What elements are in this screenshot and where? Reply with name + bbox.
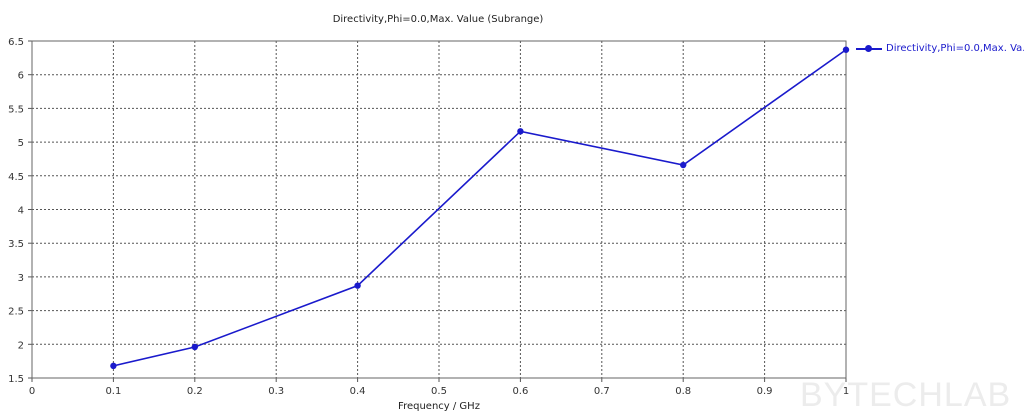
x-tick-label: 0.2 [187,386,203,397]
data-point[interactable] [354,282,361,289]
y-tick-label: 4.5 [8,172,24,183]
y-tick-label: 1.5 [8,374,24,385]
data-point[interactable] [842,46,850,53]
y-tick-label: 5 [18,138,24,149]
data-series [110,46,850,370]
data-point[interactable] [110,362,117,370]
legend[interactable]: Directivity,Phi=0.0,Max. Va... [856,43,1024,54]
x-tick-label: 0.3 [268,386,284,397]
x-tick-label: 0.7 [594,386,610,397]
data-point[interactable] [191,343,198,351]
x-tick-label: 0.1 [105,386,121,397]
y-tick-label: 6 [18,71,24,82]
x-tick-label: 0.4 [350,386,366,397]
x-axis-label: Frequency / GHz [398,401,480,412]
x-tick-label: 0 [29,386,35,397]
watermark: BYTECHLAB [800,376,1012,414]
legend-label: Directivity,Phi=0.0,Max. Va... [886,43,1024,54]
y-tick-label: 2 [18,340,24,351]
data-point[interactable] [517,128,524,135]
data-point[interactable] [680,161,687,169]
y-tick-label: 3.5 [8,239,24,250]
chart-title: Directivity,Phi=0.0,Max. Value (Subrange… [332,14,544,25]
y-tick-label: 3 [18,273,24,284]
grid-lines [32,41,846,378]
legend-marker-icon [856,44,882,54]
x-tick-label: 0.6 [512,386,528,397]
x-tick-label: 1 [843,386,849,397]
tick-labels: 0 0.1 0.2 0.3 0.4 0.5 0.6 0.7 0.8 0.9 1 1.5 2 2.5 3 3.5… [8,37,849,397]
y-tick-label: 6.5 [8,37,24,48]
axes [28,40,847,382]
y-tick-label: 2.5 [8,307,24,318]
series-line [113,49,847,367]
x-tick-label: 0.8 [675,386,691,397]
y-tick-label: 4 [18,206,24,217]
x-tick-label: 0.5 [431,386,447,397]
y-tick-label: 5.5 [8,104,24,115]
x-tick-label: 0.9 [757,386,773,397]
